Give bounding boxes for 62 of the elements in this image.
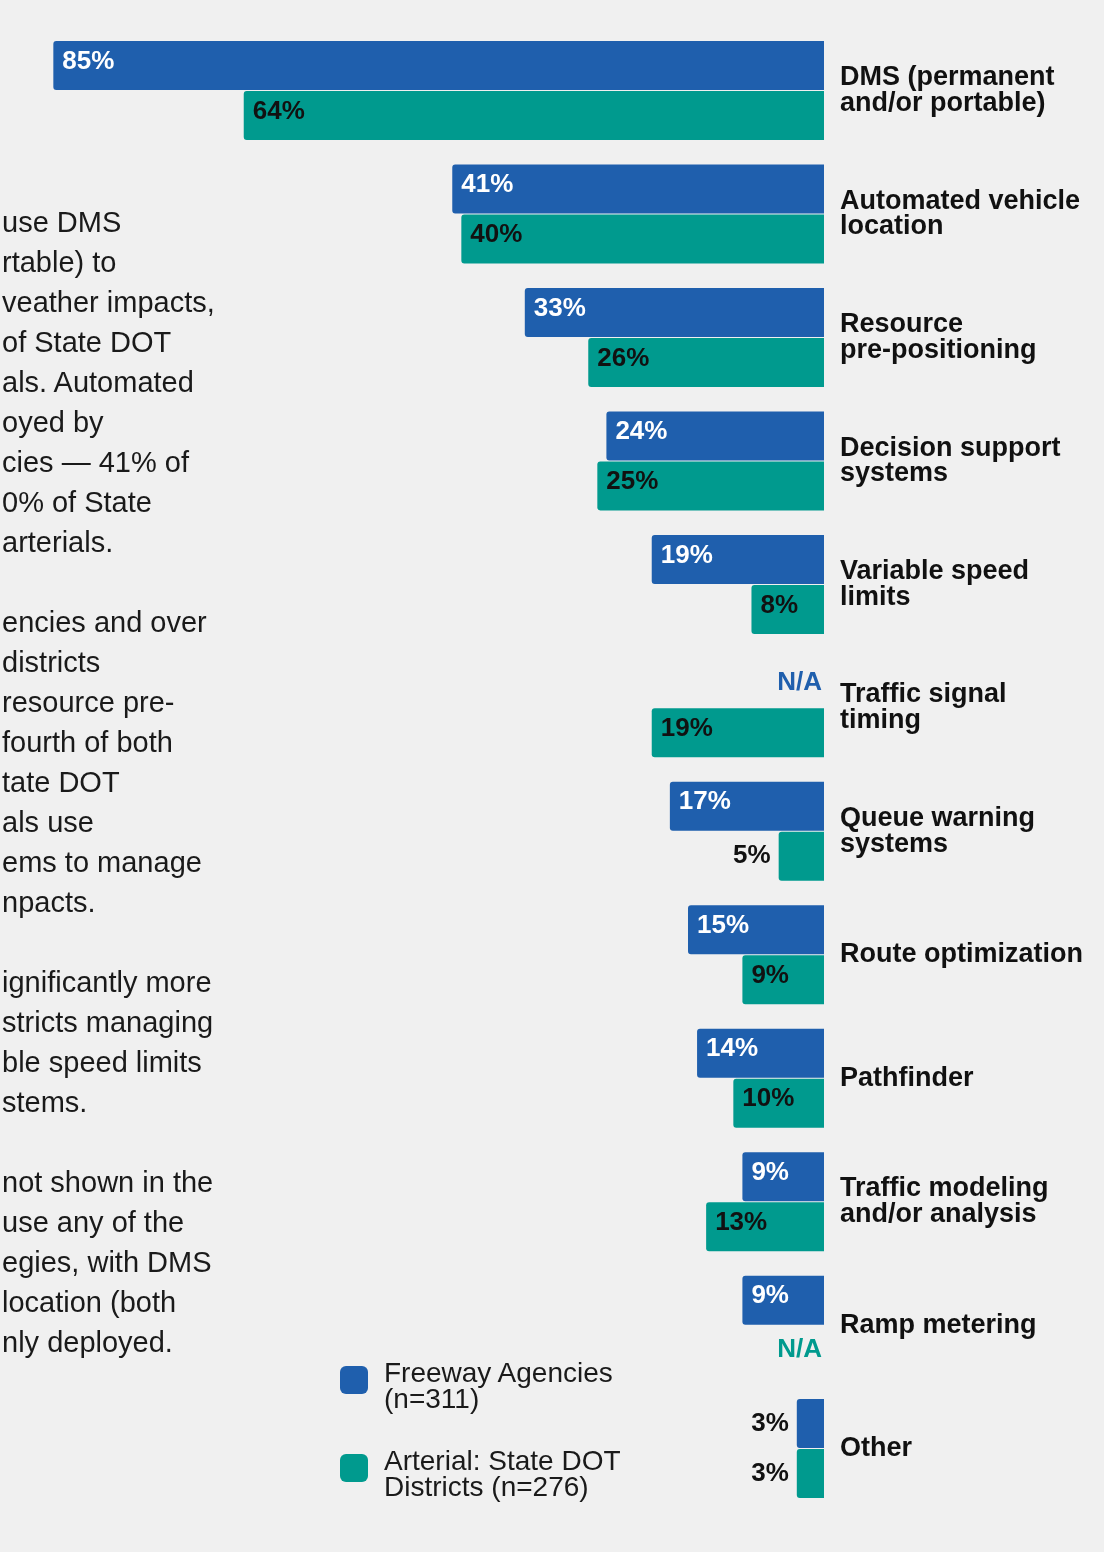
- bar: [524, 287, 824, 337]
- legend-label: Freeway Agencies (n=311): [384, 1357, 614, 1414]
- y-tick-label: Queue warning systems: [840, 801, 1036, 858]
- y-tick-label: DMS (permanent and/or portable): [840, 61, 1055, 117]
- bar: [53, 41, 824, 91]
- annotation: not shown in the use any of the egies, with DMS location (both nly deployed.: [2, 1165, 215, 1360]
- bar: [688, 905, 824, 955]
- bar: [669, 781, 824, 831]
- bar: [742, 1275, 824, 1325]
- bar: [706, 1202, 824, 1252]
- y-tick-label: Ramp metering: [840, 1308, 1037, 1339]
- y-tick-label: Pathfinder: [840, 1061, 974, 1092]
- data-label: 14%: [706, 1032, 759, 1063]
- data-label: 24%: [615, 415, 668, 446]
- data-label: 15%: [697, 908, 750, 939]
- data-label: 17%: [678, 785, 731, 816]
- bar: [697, 1028, 824, 1078]
- bar: [243, 91, 824, 141]
- bar: [606, 411, 824, 461]
- text: N/A: [777, 666, 822, 697]
- data-label: 10%: [742, 1082, 795, 1113]
- data-label: 64%: [252, 94, 305, 125]
- annotation: ignificantly more stricts managing ble speed limits stems.: [2, 965, 215, 1120]
- y-tick-label: Route optimization: [840, 938, 1083, 969]
- data-label: 3%: [751, 1406, 789, 1437]
- bar: [778, 831, 824, 881]
- data-label: 9%: [751, 958, 789, 989]
- bar: [452, 164, 824, 214]
- data-label: 9%: [751, 1155, 789, 1186]
- y-tick-label: Other: [840, 1432, 913, 1463]
- y-tick-label: Automated vehicle location: [840, 184, 1081, 241]
- legend-label: Arterial: State DOT Districts (n=276): [384, 1445, 621, 1502]
- y-tick-label: Variable speed limits: [840, 555, 1030, 611]
- bar: [597, 461, 824, 511]
- text: use DMS rtable) to veather impacts, of State DOT als. Automated oyed by cies — 41% of 0% of State arterials.: [2, 206, 215, 558]
- bar: [461, 214, 824, 264]
- data-label: 5%: [733, 839, 771, 870]
- data-label: 9%: [751, 1279, 789, 1310]
- data-label: 3%: [751, 1456, 789, 1487]
- bar: [588, 337, 824, 387]
- data-label: 25%: [606, 465, 659, 496]
- data-label: 40%: [470, 218, 523, 249]
- data-label: 19%: [660, 712, 713, 743]
- bar: [742, 955, 824, 1005]
- annotation: encies and over districts resource pre- fourth of both tate DOT als use ems to manage npacts.: [2, 605, 208, 920]
- data-label: 41%: [461, 168, 514, 199]
- bar: [742, 1152, 824, 1202]
- data-label: 26%: [597, 341, 650, 372]
- bar: [651, 534, 824, 584]
- data-label: 33%: [533, 291, 586, 322]
- y-tick-label: Resource pre-positioning: [840, 308, 1037, 364]
- y-tick-label: Decision support systems: [840, 431, 1061, 488]
- text: N/A: [777, 1333, 822, 1364]
- data-label: 8%: [760, 588, 799, 619]
- data-label: 19%: [660, 538, 713, 569]
- data-label: 13%: [715, 1205, 768, 1236]
- bar: [796, 1399, 824, 1449]
- data-label: 85%: [62, 44, 115, 75]
- y-tick-label: Traffic modeling and/or analysis: [840, 1172, 1049, 1228]
- bar: [796, 1449, 824, 1499]
- y-tick-label: Traffic signal timing: [840, 678, 1007, 735]
- bar: [651, 708, 824, 758]
